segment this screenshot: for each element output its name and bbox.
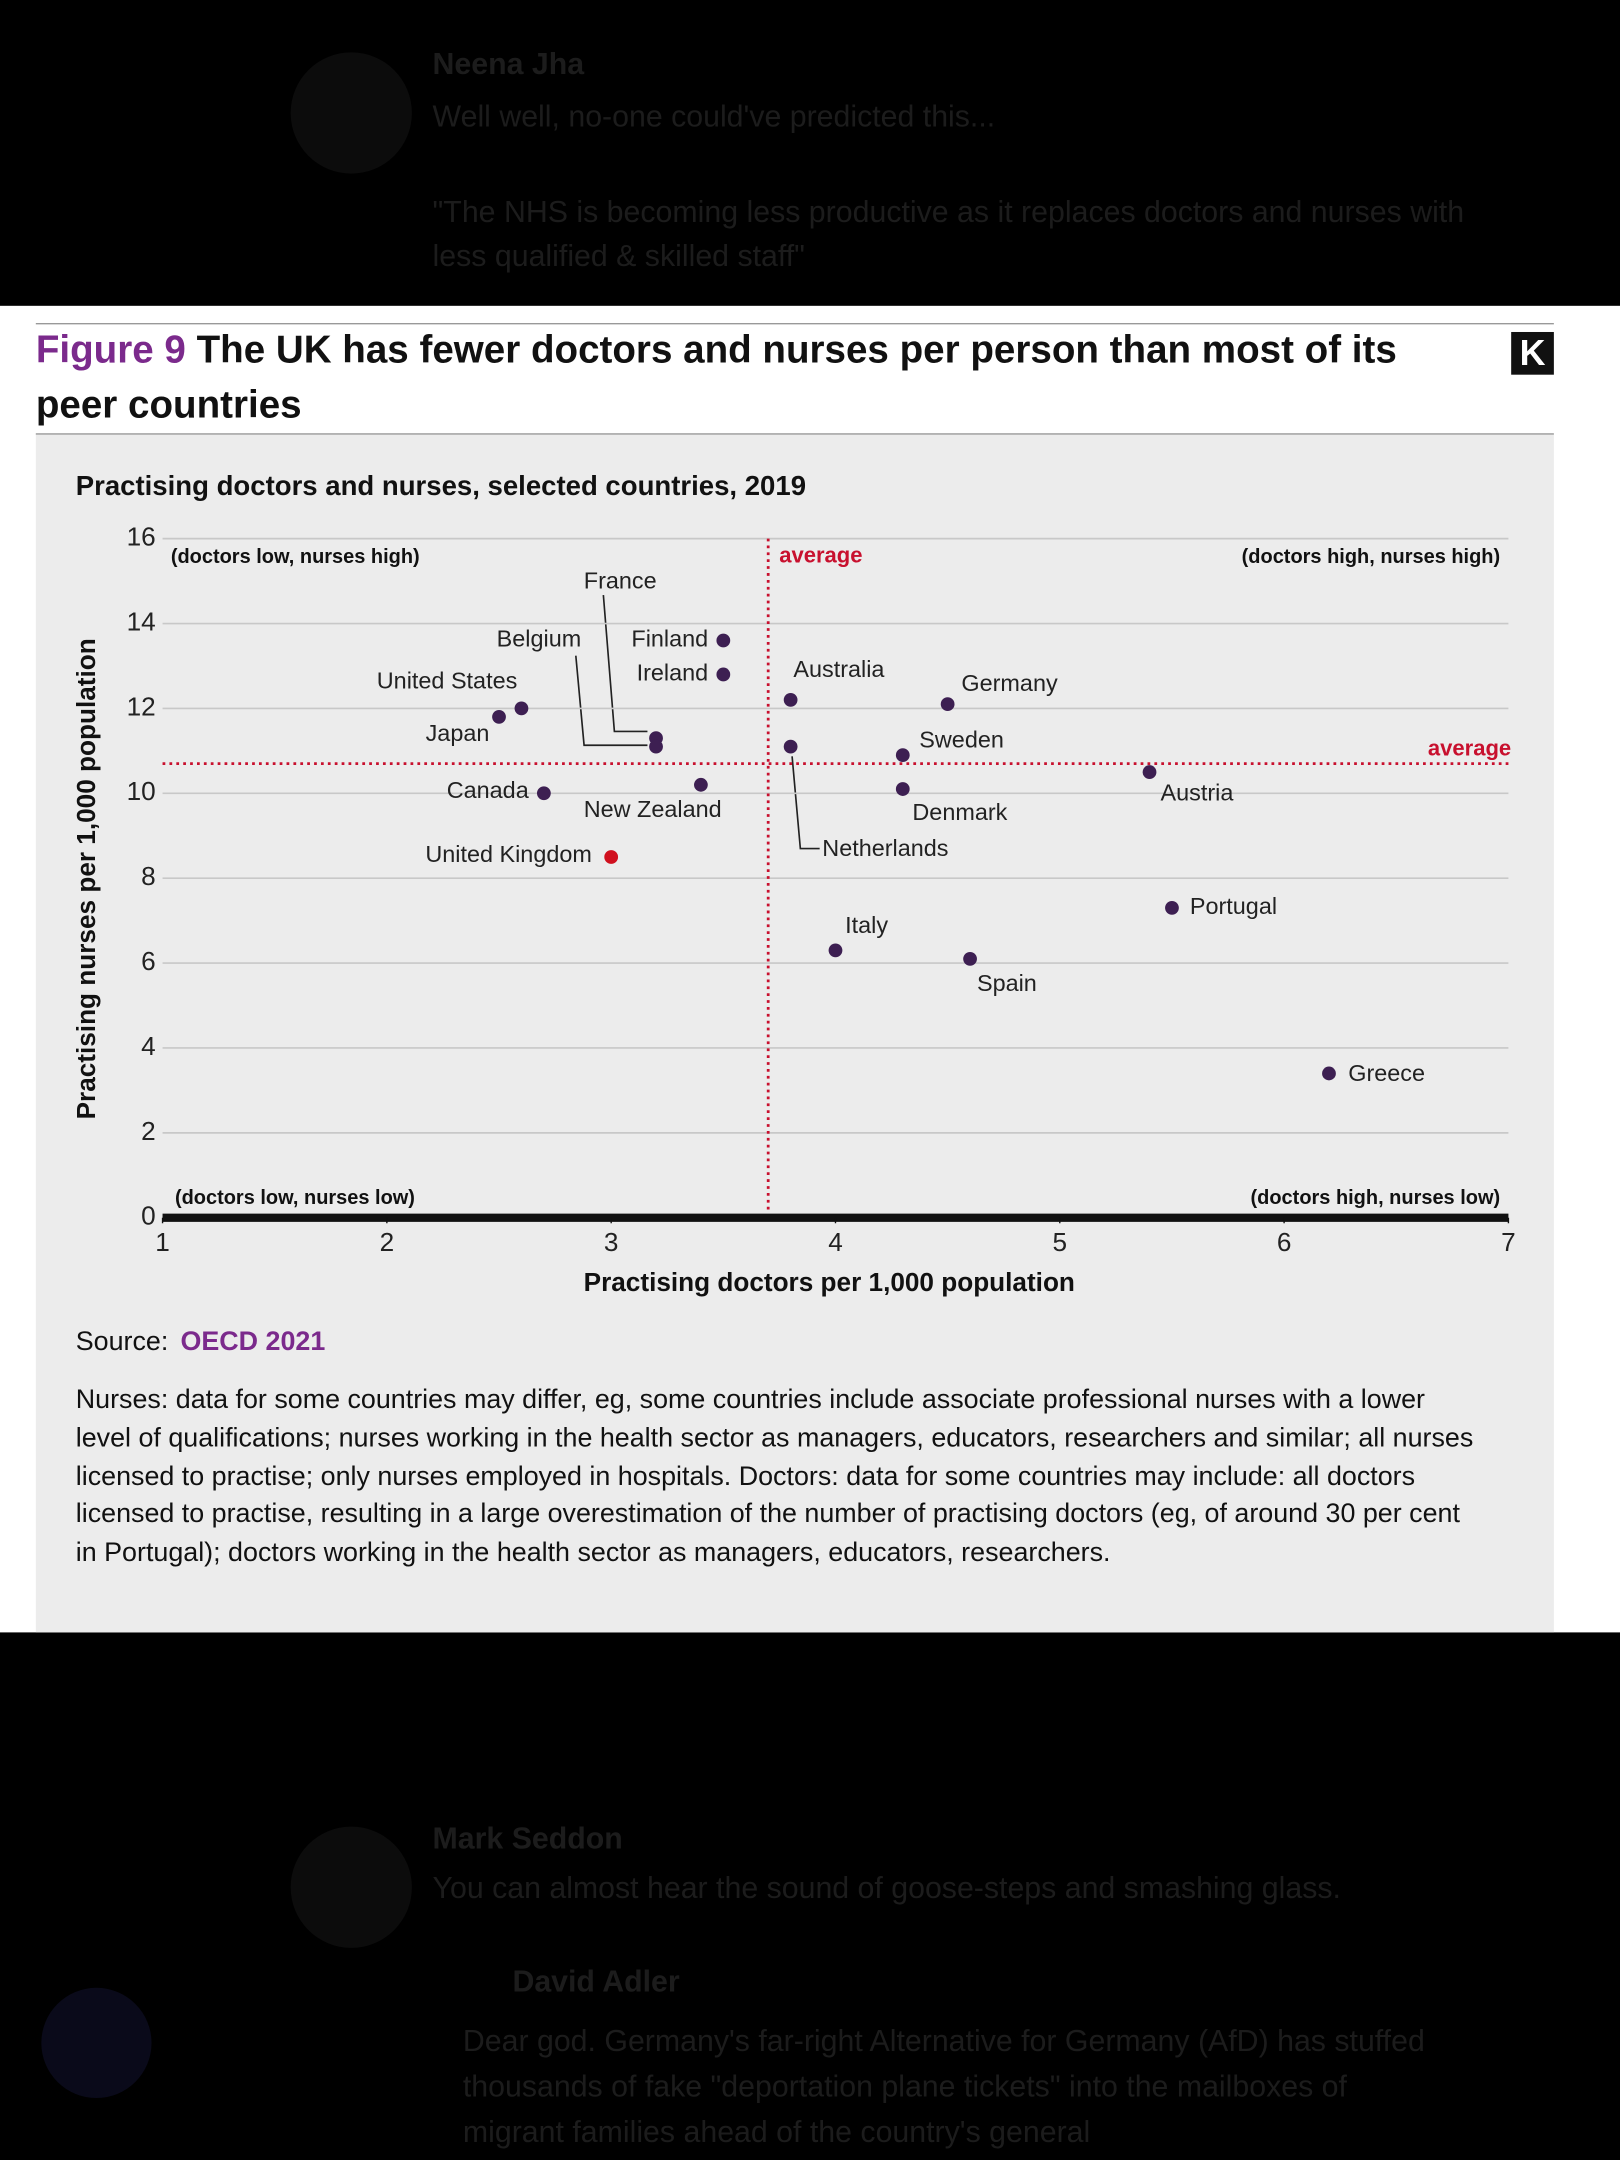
x-tick-label: 7 xyxy=(1501,1227,1516,1257)
tweet-author: Mark Seddon xyxy=(433,1822,623,1855)
y-axis-title: Practising nurses per 1,000 population xyxy=(71,638,101,1119)
figure-title-text: The UK has fewer doctors and nurses per … xyxy=(35,327,1397,426)
point xyxy=(514,701,529,716)
tweet-author: David Adler xyxy=(512,1966,679,1999)
x-tick-label: 5 xyxy=(1053,1227,1068,1257)
point-label: Australia xyxy=(793,656,885,682)
point-label: Belgium xyxy=(497,626,582,652)
point-label: United Kingdom xyxy=(425,841,592,867)
point-label: Spain xyxy=(977,970,1037,996)
quadrant-label: (doctors high, nurses high) xyxy=(1242,546,1500,568)
chart-panel xyxy=(35,433,1554,1633)
point xyxy=(783,693,798,707)
figure-number: Figure 9 xyxy=(35,327,186,371)
point-label: Finland xyxy=(631,626,708,652)
point xyxy=(492,710,506,724)
point xyxy=(649,739,663,754)
point xyxy=(963,951,977,966)
leader-line xyxy=(574,655,648,747)
point-label: Denmark xyxy=(912,799,1007,825)
point xyxy=(828,943,843,958)
point-label: Netherlands xyxy=(822,835,948,861)
source-prefix: Source: xyxy=(76,1326,169,1356)
tweet-text: Dear god. Germany's far-right Alternativ… xyxy=(462,2023,1425,2149)
x-tick-label: 2 xyxy=(380,1227,395,1257)
tweet-text-box: Dear god. Germany's far-right Alternativ… xyxy=(462,2023,1425,2149)
tweet-quote-box: "The NHS is becoming less productive as … xyxy=(432,194,1465,273)
point xyxy=(716,633,731,648)
figure-title: Figure 9 The UK has fewer doctors and nu… xyxy=(36,322,1414,432)
quadrant-label: (doctors low, nurses low) xyxy=(175,1187,415,1209)
logo-text: K xyxy=(1520,333,1546,373)
point xyxy=(1142,765,1157,779)
tweet-quote: "The NHS is becoming less productive as … xyxy=(432,194,1465,273)
point xyxy=(604,850,619,864)
y-tick-label: 12 xyxy=(127,691,156,721)
point-label: Sweden xyxy=(919,727,1004,753)
point-label: France xyxy=(584,568,657,594)
leader-line xyxy=(602,595,648,733)
y-tick-label: 8 xyxy=(141,861,156,891)
x-tick-label: 3 xyxy=(604,1227,619,1257)
avatar xyxy=(290,1826,412,1948)
y-tick-label: 0 xyxy=(141,1201,156,1231)
tweet-text: You can almost hear the sound of goose-s… xyxy=(433,1872,1341,1905)
point-label: New Zealand xyxy=(584,796,722,822)
tweet-author: Neena Jha xyxy=(433,48,586,81)
tweet-text: Well well, no-one could've predicted thi… xyxy=(433,100,996,133)
x-axis-title: Practising doctors per 1,000 population xyxy=(584,1267,1075,1297)
x-tick-label: 4 xyxy=(828,1227,843,1257)
point xyxy=(940,697,955,712)
point xyxy=(1165,901,1179,915)
y-tick-label: 4 xyxy=(141,1031,156,1061)
point xyxy=(895,748,910,762)
y-tick-label: 10 xyxy=(127,776,156,806)
point-label: Greece xyxy=(1348,1060,1425,1086)
point-label: Ireland xyxy=(637,660,709,686)
point-label: Japan xyxy=(426,720,490,746)
point xyxy=(716,667,731,682)
figure-title-box: Figure 9 The UK has fewer doctors and nu… xyxy=(36,322,1414,432)
point-label: Germany xyxy=(961,670,1058,696)
note-box: Nurses: data for some countries may diff… xyxy=(75,1384,1474,1568)
average-label: average xyxy=(1428,736,1511,761)
compose-button[interactable] xyxy=(41,1987,152,2099)
point-label: United States xyxy=(377,667,518,693)
point-label: Portugal xyxy=(1190,893,1277,919)
y-tick-label: 2 xyxy=(141,1116,156,1146)
avatar xyxy=(290,52,412,174)
quadrant-label: (doctors high, nurses low) xyxy=(1251,1187,1501,1209)
point xyxy=(1322,1066,1336,1081)
y-tick-label: 16 xyxy=(127,522,156,552)
x-tick-label: 1 xyxy=(155,1227,170,1257)
quadrant-label: (doctors low, nurses high) xyxy=(171,546,420,568)
x-tick-label: 6 xyxy=(1277,1227,1292,1257)
logo xyxy=(1511,331,1554,375)
note: Nurses: data for some countries may diff… xyxy=(75,1384,1474,1568)
y-tick-label: 14 xyxy=(127,606,156,636)
point xyxy=(694,777,708,792)
point xyxy=(895,782,910,796)
source-link[interactable]: OECD 2021 xyxy=(180,1326,325,1356)
point xyxy=(536,786,551,801)
y-tick-label: 6 xyxy=(141,946,156,976)
point-label: Italy xyxy=(845,912,888,938)
point xyxy=(783,739,798,754)
chart-title: Practising doctors and nurses, selected … xyxy=(76,470,806,501)
point-label: Canada xyxy=(447,777,530,803)
point-label: Austria xyxy=(1161,779,1235,805)
average-label: average xyxy=(779,542,862,567)
leader-line xyxy=(791,756,820,850)
